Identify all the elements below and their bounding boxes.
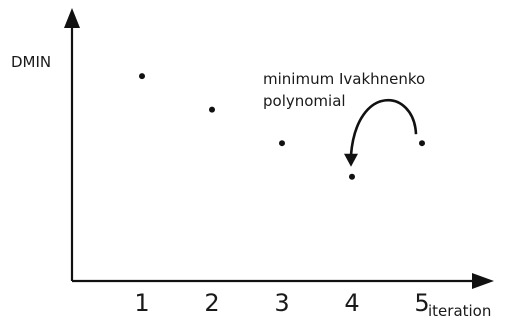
x-tick-label: 1 [134,289,149,317]
x-tick-labels: 1 2 3 4 5 [134,289,429,317]
data-point [139,73,145,80]
data-points [139,73,425,180]
annotation: minimum Ivakhnenko polynomial [263,70,425,167]
x-axis-label: iteration [428,302,491,320]
data-point [279,140,285,147]
annotation-line-2: polynomial [263,92,346,110]
annotation-line-1: minimum Ivakhnenko [263,70,425,88]
data-point [419,140,425,147]
x-tick-label: 2 [204,289,219,317]
x-tick-label: 3 [274,289,289,317]
data-point [349,173,355,180]
axes [64,8,494,289]
x-tick-label: 4 [344,289,359,317]
x-tick-label: 5 [414,289,429,317]
y-axis-arrowhead [64,8,80,28]
curved-arrow-head [344,153,358,167]
data-point [209,106,215,113]
curved-arrow [349,99,418,155]
y-axis-label: DMIN [11,53,51,71]
x-axis-arrowhead [472,273,494,289]
